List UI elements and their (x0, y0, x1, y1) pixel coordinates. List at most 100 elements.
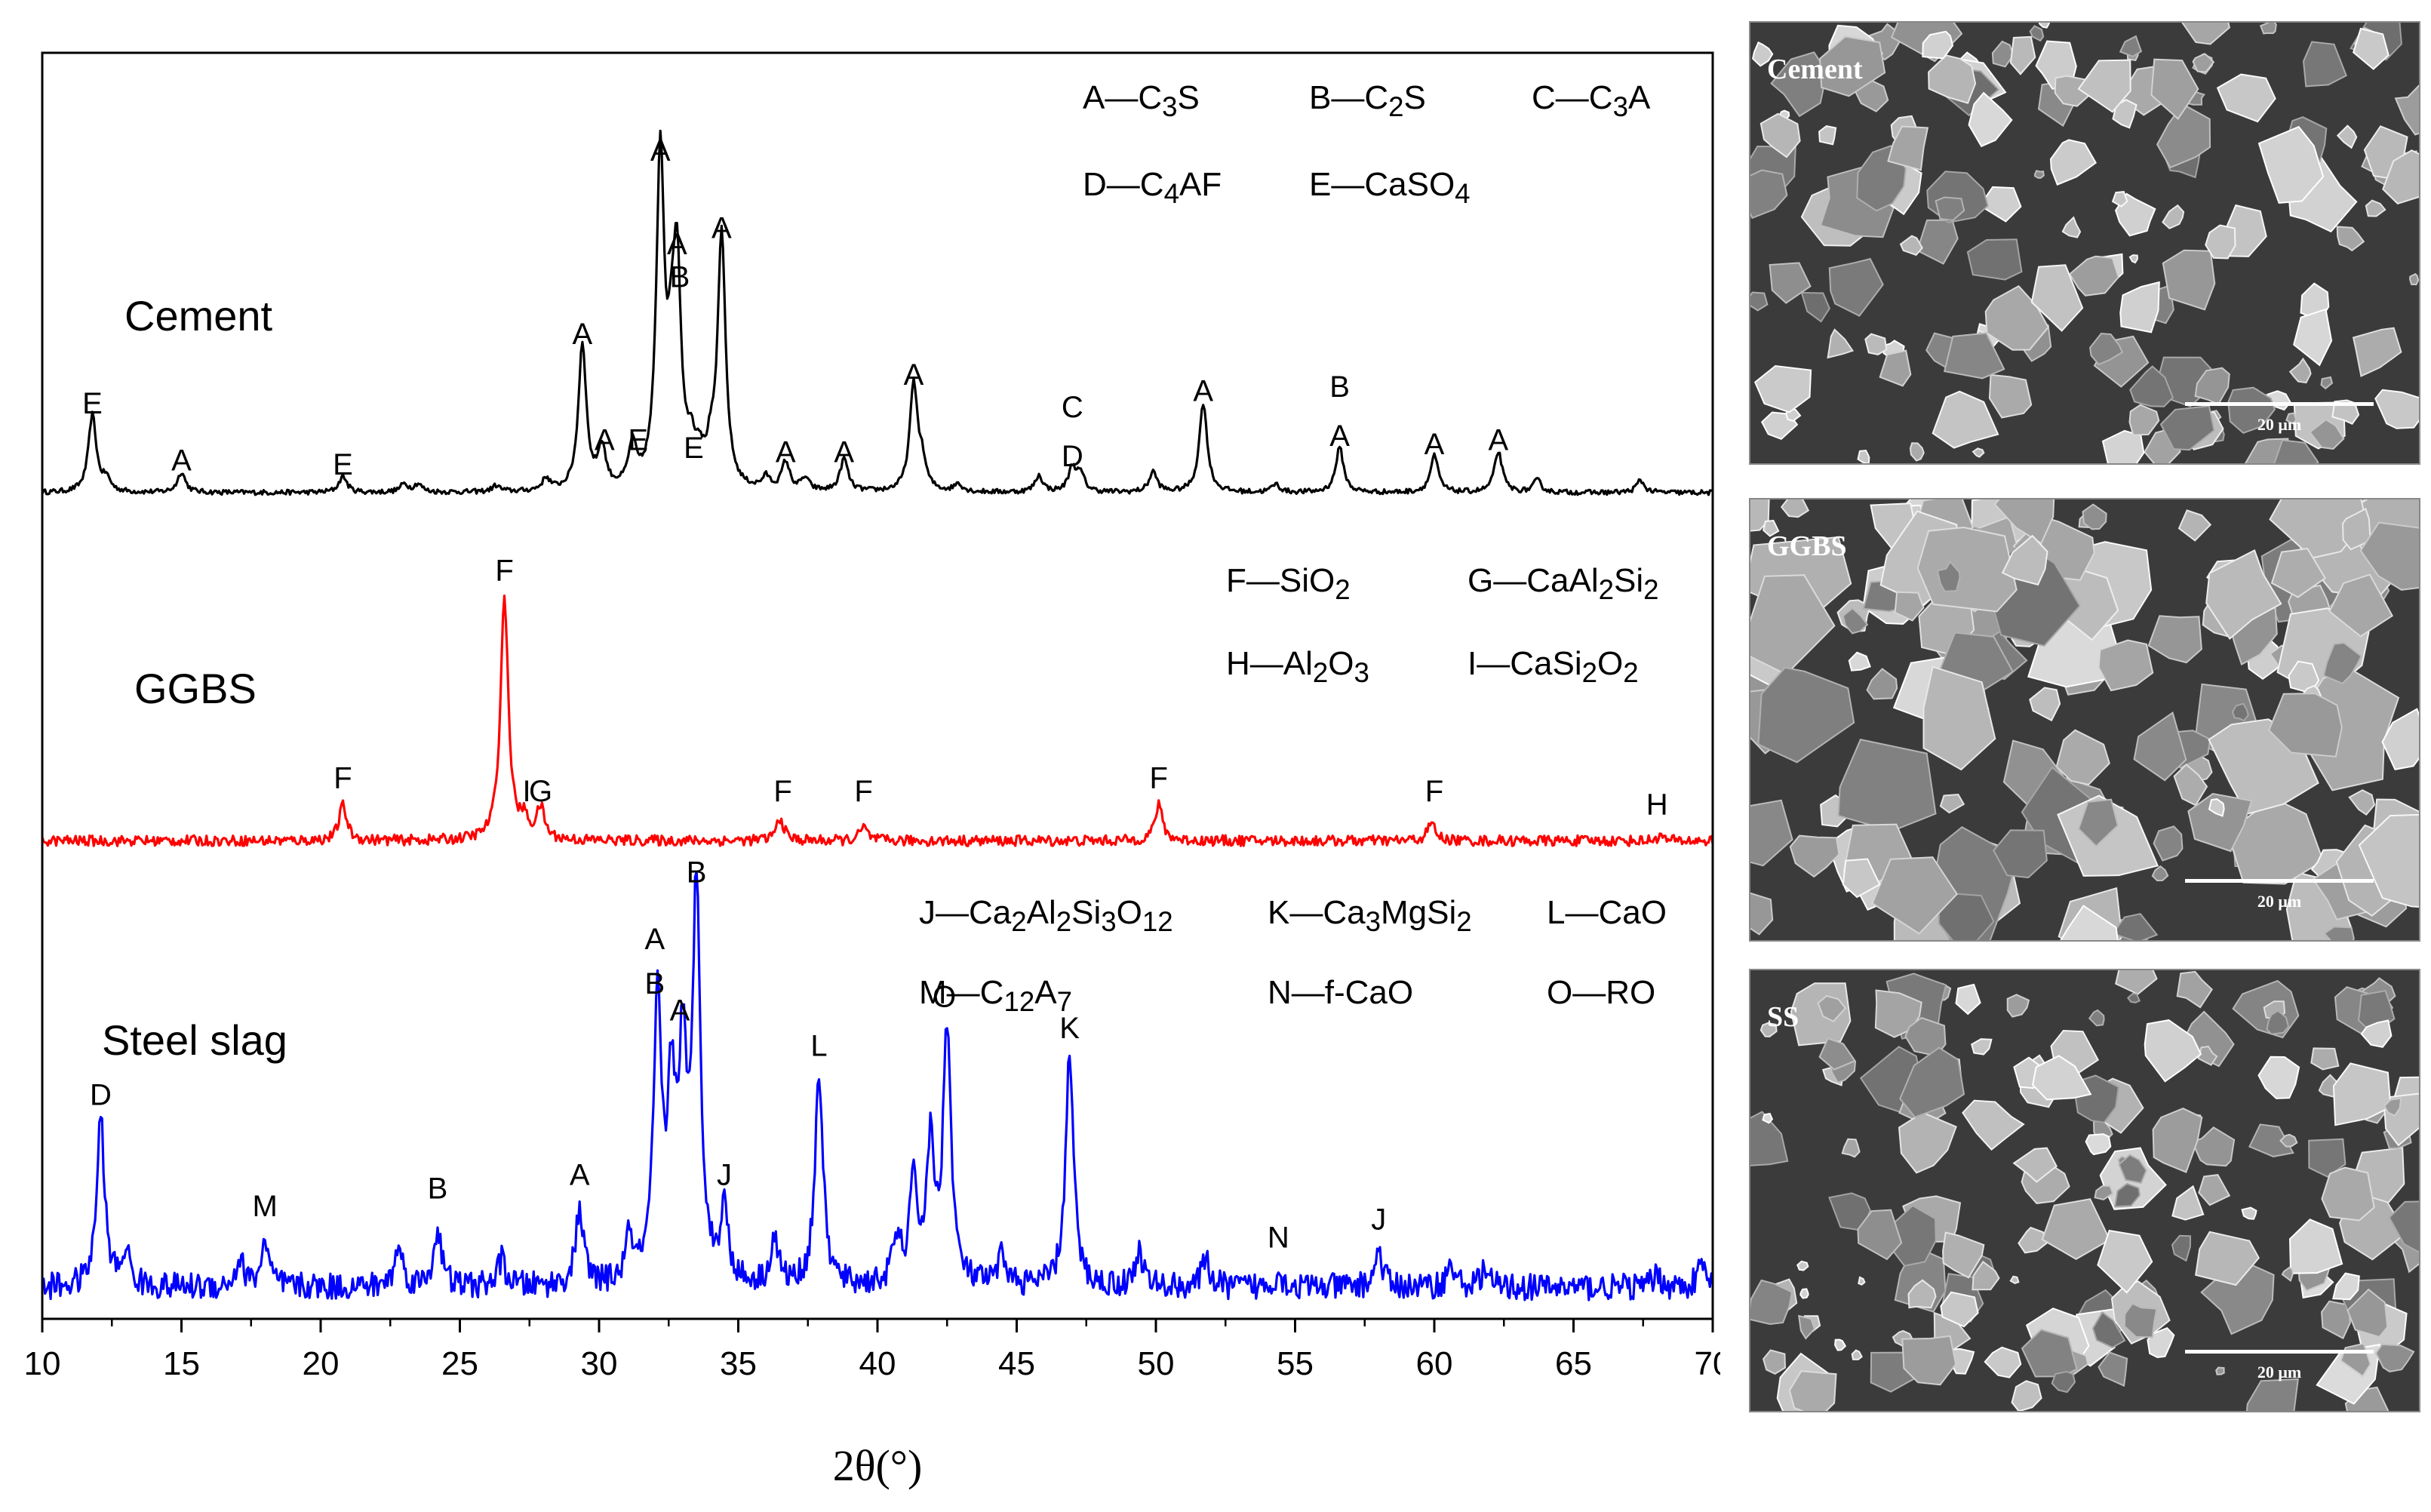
sem-particle (1788, 1370, 1837, 1411)
sem-particle (2147, 1327, 2175, 1359)
sem-particle (1991, 40, 2015, 68)
peak-label: A (1424, 428, 1445, 461)
sem-particle (2114, 192, 2156, 237)
sem-particle (1971, 1038, 1993, 1056)
sem-particle (2388, 1200, 2419, 1253)
sem-particle (2268, 693, 2343, 758)
x-tick-label: 60 (1416, 1345, 1453, 1382)
sem-particle (1789, 834, 1840, 878)
x-tick-label: 50 (1138, 1345, 1175, 1382)
sem-particle (2147, 615, 2202, 664)
sem-particle (2231, 702, 2249, 722)
sem-particle (2344, 1386, 2390, 1411)
sem-particle (1874, 989, 1922, 1038)
sem-particle (2273, 439, 2319, 463)
sem-particle (2029, 25, 2045, 42)
sem-particle (1750, 1279, 1793, 1326)
sem-particle (2152, 1108, 2203, 1173)
peak-label: K (1059, 1012, 1080, 1045)
sem-particle (1901, 1335, 1957, 1386)
sem-particle (2114, 1182, 2141, 1208)
series-name-label: GGBS (134, 665, 257, 712)
sem-particle (1842, 607, 1869, 635)
peak-label: I (522, 775, 530, 808)
series-name-label: Cement (124, 292, 273, 340)
peak-label: B (644, 967, 665, 1000)
peak-label: A (1329, 419, 1350, 453)
sem-particle (1939, 793, 1965, 814)
sem-particle (1857, 450, 1870, 463)
sem-particle (2097, 1229, 2153, 1294)
sem-particle (2133, 711, 2187, 782)
peak-label: F (773, 775, 791, 808)
peak-label: O (933, 981, 956, 1014)
peak-label: A (1489, 423, 1509, 456)
phase-legend-entry: H—Al2O3 (1226, 645, 1369, 688)
sem-particle (2248, 1123, 2294, 1157)
sem-particle (2270, 548, 2327, 598)
sem-particle (2409, 272, 2419, 286)
sem-title: SS (1767, 1001, 1799, 1033)
scale-bar: 20 μm (2185, 1350, 2374, 1382)
peak-label: L (810, 1030, 827, 1063)
sem-particle (2269, 499, 2367, 559)
sem-particle (2030, 264, 2084, 332)
sem-particle (2257, 1056, 2300, 1099)
sem-particle (2320, 376, 2334, 390)
sem-particle (2177, 509, 2212, 542)
sem-particle (1922, 665, 1996, 771)
sem-particle (2162, 204, 2185, 229)
sem-particle (1928, 54, 1977, 104)
sem-particle (2068, 255, 2119, 297)
sem-particle (2200, 1264, 2275, 1335)
sem-particle (1790, 982, 1852, 1046)
sem-particle (2051, 1370, 2076, 1394)
sem-particle (2285, 412, 2297, 425)
phase-legend-entry: O—RO (1547, 974, 1655, 1011)
sem-particle (1750, 291, 1769, 312)
sem-particles (1750, 23, 2419, 463)
sem-particle (2112, 99, 2137, 129)
x-tick-label: 10 (24, 1345, 61, 1382)
sem-particle (1828, 257, 1884, 317)
sem-particle (2293, 308, 2333, 367)
sem-particle (2111, 191, 2128, 207)
sem-particle (2009, 1275, 2020, 1284)
sem-particle (2323, 926, 2355, 940)
sem-particle (2009, 35, 2036, 75)
sem-particle (2176, 970, 2213, 1009)
sem-particle (2094, 1185, 2114, 1200)
sem-particles (1750, 970, 2419, 1411)
x-tick-label: 40 (859, 1345, 896, 1382)
phase-legend-entry: K—Ca3MgSi2 (1268, 894, 1472, 937)
sem-particle (2381, 708, 2419, 770)
sem-particle (1972, 1260, 2000, 1291)
x-tick-label: 20 (303, 1345, 340, 1382)
sem-particle (2049, 139, 2098, 186)
sem-particle (1837, 739, 1937, 832)
phase-legend-entry: M—C12A7 (919, 974, 1072, 1017)
sem-particle (2123, 1302, 2158, 1338)
sem-particle (2215, 1366, 2225, 1375)
sem-particle (2041, 1198, 2111, 1261)
sem-particle (1993, 499, 2055, 545)
sem-particle (1750, 574, 1836, 676)
sem-particle (1800, 291, 1830, 323)
sem-particle (2342, 507, 2371, 551)
sem-particle (2321, 1166, 2375, 1222)
sem-title: GGBS (1767, 530, 1847, 562)
phase-legend-entry: C—C3A (1532, 79, 1650, 122)
sem-particle (1988, 373, 2033, 419)
peak-label: F (333, 761, 352, 794)
sem-particle (1842, 858, 1881, 899)
sem-particle (2374, 389, 2419, 429)
sem-particle (1968, 91, 2013, 148)
sem-particle (1834, 1338, 1847, 1351)
sem-particle (1898, 1111, 1957, 1174)
sem-particle (1866, 668, 1898, 700)
sem-particle (2115, 970, 2158, 995)
sem-particle (2033, 170, 2045, 180)
sem-image-steel-slag: SS 20 μm (1749, 969, 2420, 1412)
peak-label: F (1149, 761, 1167, 794)
sem-particle (1796, 1260, 1809, 1271)
